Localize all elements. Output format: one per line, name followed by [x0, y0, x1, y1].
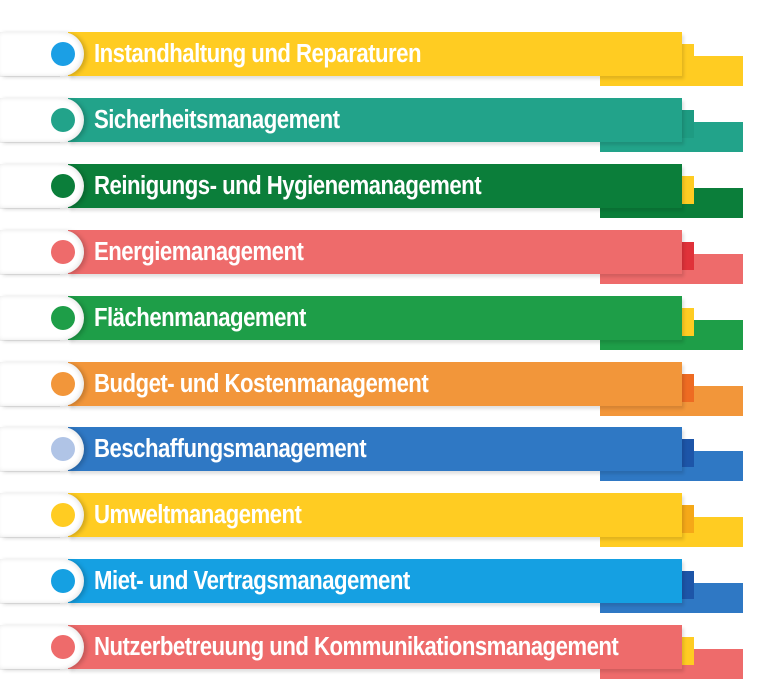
divider — [0, 603, 60, 604]
list-item: Umweltmanagement — [0, 493, 774, 549]
list-item: Beschaffungsmanagement — [0, 427, 774, 483]
bullet-dot-icon — [51, 569, 75, 593]
bullet-dot-icon — [51, 503, 75, 527]
ribbon-fold-accent — [682, 110, 694, 138]
bullet-dot-icon — [51, 240, 75, 264]
divider — [0, 208, 60, 209]
item-label: Budget- und Kostenmanagement — [94, 370, 429, 398]
ribbon-band — [68, 362, 682, 406]
ribbon-band — [68, 230, 682, 274]
item-label: Reinigungs- und Hygienemanagement — [94, 172, 482, 200]
divider — [0, 537, 60, 538]
list-item: Miet- und Vertragsmanagement — [0, 559, 774, 615]
ribbon-band — [68, 164, 682, 208]
ribbon-band — [68, 427, 682, 471]
item-label: Umweltmanagement — [94, 501, 302, 529]
ribbon-fold-accent — [682, 637, 694, 665]
bullet-dot-icon — [51, 437, 75, 461]
bullet-dot-icon — [51, 306, 75, 330]
ribbon-band — [68, 98, 682, 142]
ribbon-fold-accent — [682, 439, 694, 467]
ribbon-fold-accent — [682, 176, 694, 204]
list-item: Budget- und Kostenmanagement — [0, 362, 774, 418]
list-item: Nutzerbetreuung und Kommunikationsmanage… — [0, 625, 774, 681]
bullet-dot-icon — [51, 372, 75, 396]
item-label: Sicherheitsmanagement — [94, 106, 340, 134]
divider — [0, 340, 60, 341]
ribbon-fold-accent — [682, 242, 694, 270]
divider — [0, 669, 60, 670]
ribbon-fold-accent — [682, 44, 694, 72]
bullet-dot-icon — [51, 108, 75, 132]
bullet-dot-icon — [51, 42, 75, 66]
item-label: Miet- und Vertragsmanagement — [94, 567, 410, 595]
ribbon-band — [68, 559, 682, 603]
list-item: Flächenmanagement — [0, 296, 774, 352]
ribbon-band — [68, 296, 682, 340]
divider — [0, 76, 60, 77]
list-item: Sicherheitsmanagement — [0, 98, 774, 154]
item-label: Energiemanagement — [94, 238, 304, 266]
list-item: Energiemanagement — [0, 230, 774, 286]
bullet-dot-icon — [51, 174, 75, 198]
bullet-dot-icon — [51, 635, 75, 659]
ribbon-fold-accent — [682, 571, 694, 599]
list-item: Reinigungs- und Hygienemanagement — [0, 164, 774, 220]
ribbon-band — [68, 32, 682, 76]
item-label: Flächenmanagement — [94, 304, 306, 332]
ribbon-fold-accent — [682, 374, 694, 402]
divider — [0, 406, 60, 407]
divider — [0, 274, 60, 275]
ribbon-band — [68, 625, 682, 669]
ribbon-fold-accent — [682, 505, 694, 533]
ribbon-band — [68, 493, 682, 537]
divider — [0, 142, 60, 143]
list-item: Instandhaltung und Reparaturen — [0, 32, 774, 88]
divider — [0, 471, 60, 472]
item-label: Instandhaltung und Reparaturen — [94, 40, 422, 68]
item-label: Beschaffungsmanagement — [94, 435, 367, 463]
item-label: Nutzerbetreuung und Kommunikationsmanage… — [94, 633, 619, 661]
ribbon-fold-accent — [682, 308, 694, 336]
